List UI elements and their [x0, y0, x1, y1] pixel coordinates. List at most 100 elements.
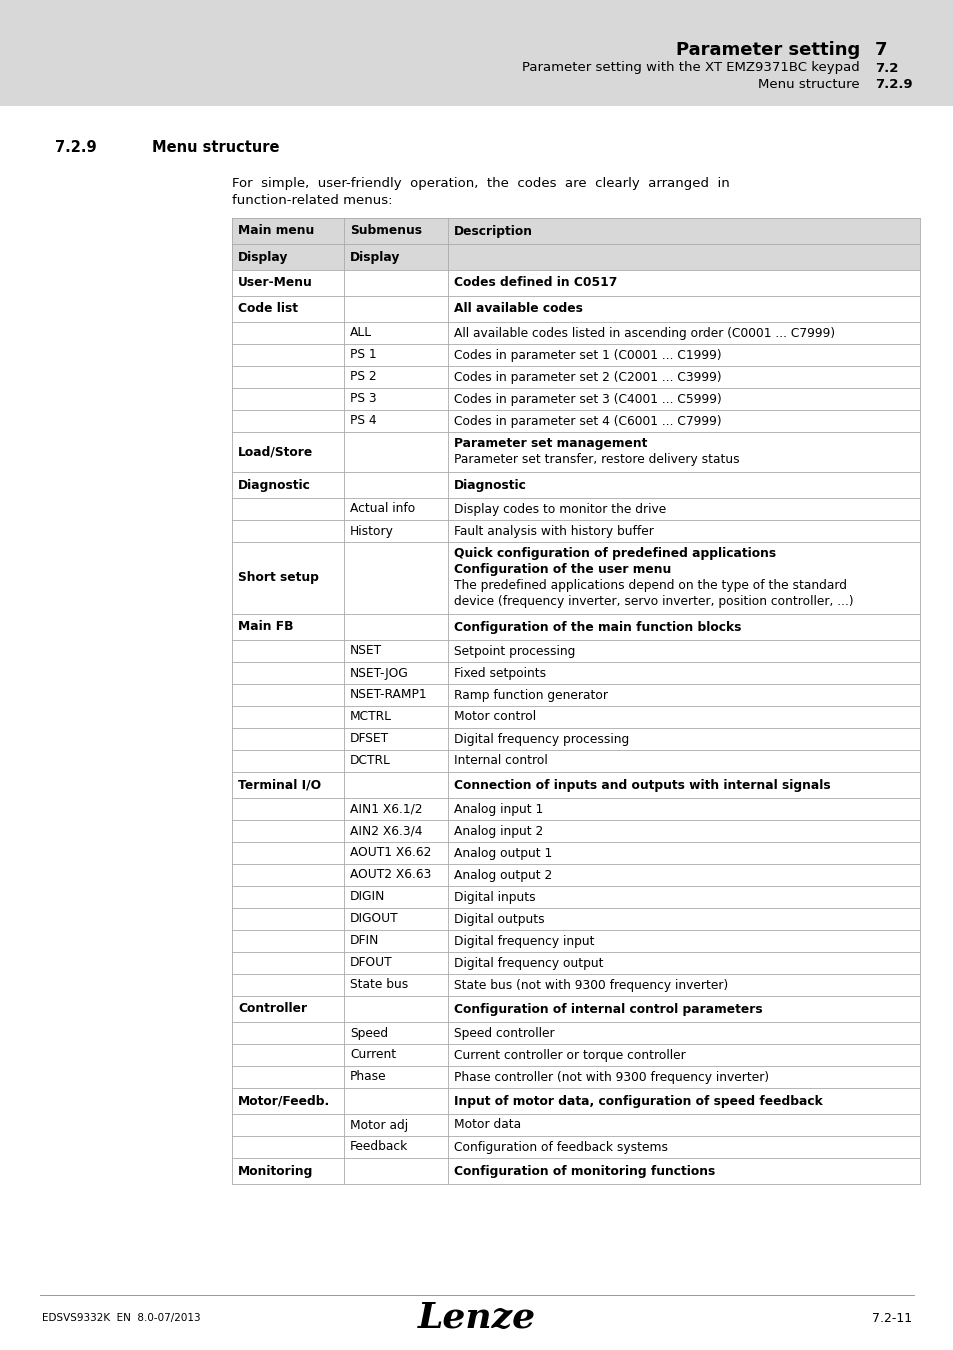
Bar — [232, 930, 919, 952]
Text: Main FB: Main FB — [237, 621, 294, 633]
Text: Digital inputs: Digital inputs — [454, 891, 535, 903]
Text: Configuration of monitoring functions: Configuration of monitoring functions — [454, 1165, 715, 1177]
Text: Quick configuration of predefined applications: Quick configuration of predefined applic… — [454, 548, 776, 560]
Text: Motor adj: Motor adj — [350, 1119, 408, 1131]
Bar — [232, 864, 919, 886]
Text: Diagnostic: Diagnostic — [237, 478, 311, 491]
Bar — [232, 614, 919, 640]
Bar — [232, 909, 919, 930]
Text: ALL: ALL — [350, 327, 372, 339]
Text: All available codes listed in ascending order (C0001 ... C7999): All available codes listed in ascending … — [454, 327, 834, 339]
Text: Display: Display — [237, 251, 288, 263]
Text: 7.2.9: 7.2.9 — [55, 140, 96, 155]
Text: Parameter setting: Parameter setting — [675, 40, 859, 59]
Bar — [232, 1044, 919, 1066]
Text: State bus (not with 9300 frequency inverter): State bus (not with 9300 frequency inver… — [454, 979, 727, 991]
Bar — [232, 662, 919, 684]
Bar — [232, 270, 919, 296]
Bar — [232, 1066, 919, 1088]
Bar — [232, 819, 919, 842]
Text: Motor/Feedb.: Motor/Feedb. — [237, 1095, 330, 1107]
Text: Display: Display — [350, 251, 400, 263]
Bar — [232, 410, 919, 432]
Text: 7.2: 7.2 — [874, 62, 898, 74]
Text: Connection of inputs and outputs with internal signals: Connection of inputs and outputs with in… — [454, 779, 830, 791]
Bar — [232, 244, 919, 270]
Text: Codes in parameter set 4 (C6001 ... C7999): Codes in parameter set 4 (C6001 ... C799… — [454, 414, 720, 428]
Text: Description: Description — [454, 224, 533, 238]
Text: Menu structure: Menu structure — [758, 78, 859, 92]
Text: DCTRL: DCTRL — [350, 755, 391, 768]
Text: User-Menu: User-Menu — [237, 277, 313, 289]
Bar — [232, 684, 919, 706]
Text: Code list: Code list — [237, 302, 297, 316]
Text: All available codes: All available codes — [454, 302, 582, 316]
Text: Feedback: Feedback — [350, 1141, 408, 1153]
Text: Phase controller (not with 9300 frequency inverter): Phase controller (not with 9300 frequenc… — [454, 1071, 768, 1084]
Text: Phase: Phase — [350, 1071, 386, 1084]
Text: Digital outputs: Digital outputs — [454, 913, 544, 926]
Text: Configuration of the user menu: Configuration of the user menu — [454, 563, 671, 576]
Bar — [232, 1135, 919, 1158]
Text: NSET: NSET — [350, 644, 382, 657]
Text: Configuration of feedback systems: Configuration of feedback systems — [454, 1141, 667, 1153]
Bar — [232, 842, 919, 864]
Text: Analog input 2: Analog input 2 — [454, 825, 542, 837]
Bar — [232, 323, 919, 344]
Bar — [232, 498, 919, 520]
Text: DIGOUT: DIGOUT — [350, 913, 398, 926]
Text: Display codes to monitor the drive: Display codes to monitor the drive — [454, 502, 665, 516]
Text: State bus: State bus — [350, 979, 408, 991]
Text: Menu structure: Menu structure — [152, 140, 279, 155]
Text: Fault analysis with history buffer: Fault analysis with history buffer — [454, 525, 653, 537]
Text: Main menu: Main menu — [237, 224, 314, 238]
Text: NSET-JOG: NSET-JOG — [350, 667, 408, 679]
Text: Codes in parameter set 1 (C0001 ... C1999): Codes in parameter set 1 (C0001 ... C199… — [454, 348, 720, 362]
Bar — [232, 520, 919, 541]
Text: Terminal I/O: Terminal I/O — [237, 779, 321, 791]
Bar — [232, 387, 919, 410]
Bar — [232, 996, 919, 1022]
Text: Current: Current — [350, 1049, 395, 1061]
Bar — [232, 798, 919, 819]
Text: Analog output 2: Analog output 2 — [454, 868, 552, 882]
Bar — [232, 952, 919, 973]
Bar — [232, 541, 919, 614]
Text: History: History — [350, 525, 394, 537]
Text: PS 2: PS 2 — [350, 370, 376, 383]
Text: Analog input 1: Analog input 1 — [454, 802, 542, 815]
Bar — [232, 886, 919, 909]
Text: 7.2-11: 7.2-11 — [871, 1311, 911, 1324]
Bar — [232, 728, 919, 751]
Text: AIN2 X6.3/4: AIN2 X6.3/4 — [350, 825, 422, 837]
Text: MCTRL: MCTRL — [350, 710, 392, 724]
Text: AOUT2 X6.63: AOUT2 X6.63 — [350, 868, 431, 882]
Text: PS 4: PS 4 — [350, 414, 376, 428]
Text: 7: 7 — [874, 40, 886, 59]
Bar — [232, 296, 919, 323]
Text: Digital frequency input: Digital frequency input — [454, 934, 594, 948]
Bar — [232, 973, 919, 996]
Bar — [232, 1158, 919, 1184]
Bar — [232, 706, 919, 728]
Bar — [232, 344, 919, 366]
Bar — [232, 472, 919, 498]
Text: PS 1: PS 1 — [350, 348, 376, 362]
Text: Actual info: Actual info — [350, 502, 415, 516]
Bar — [232, 640, 919, 662]
Text: Parameter set transfer, restore delivery status: Parameter set transfer, restore delivery… — [454, 454, 739, 467]
Text: Codes defined in C0517: Codes defined in C0517 — [454, 277, 617, 289]
Text: EDSVS9332K  EN  8.0-07/2013: EDSVS9332K EN 8.0-07/2013 — [42, 1314, 200, 1323]
Text: Parameter set management: Parameter set management — [454, 437, 647, 451]
Bar — [232, 217, 919, 244]
Bar — [232, 366, 919, 387]
Text: Submenus: Submenus — [350, 224, 421, 238]
Text: Speed controller: Speed controller — [454, 1026, 554, 1040]
Bar — [232, 1022, 919, 1044]
Text: For  simple,  user-friendly  operation,  the  codes  are  clearly  arranged  in: For simple, user-friendly operation, the… — [232, 177, 729, 189]
Text: The predefined applications depend on the type of the standard: The predefined applications depend on th… — [454, 579, 846, 593]
Text: Internal control: Internal control — [454, 755, 547, 768]
Text: Speed: Speed — [350, 1026, 388, 1040]
Text: Codes in parameter set 2 (C2001 ... C3999): Codes in parameter set 2 (C2001 ... C399… — [454, 370, 720, 383]
Text: Configuration of internal control parameters: Configuration of internal control parame… — [454, 1003, 761, 1015]
